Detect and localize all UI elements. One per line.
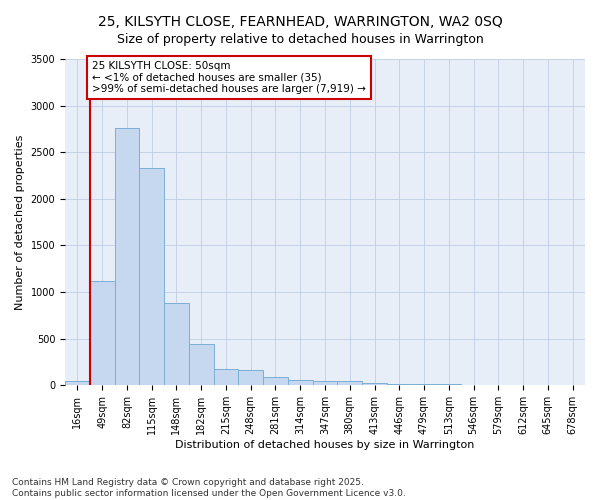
- Bar: [164, 304, 189, 386]
- Bar: [65, 380, 90, 386]
- Bar: [90, 281, 115, 386]
- Bar: [189, 344, 214, 386]
- Bar: [115, 128, 139, 386]
- Bar: [337, 381, 362, 386]
- Text: Contains HM Land Registry data © Crown copyright and database right 2025.
Contai: Contains HM Land Registry data © Crown c…: [12, 478, 406, 498]
- Text: 25, KILSYTH CLOSE, FEARNHEAD, WARRINGTON, WA2 0SQ: 25, KILSYTH CLOSE, FEARNHEAD, WARRINGTON…: [98, 15, 502, 29]
- Bar: [214, 369, 238, 386]
- Bar: [238, 370, 263, 386]
- Text: 25 KILSYTH CLOSE: 50sqm
← <1% of detached houses are smaller (35)
>99% of semi-d: 25 KILSYTH CLOSE: 50sqm ← <1% of detache…: [92, 61, 366, 94]
- Bar: [263, 377, 288, 386]
- Bar: [313, 381, 337, 386]
- Bar: [412, 384, 436, 386]
- Bar: [139, 168, 164, 386]
- Bar: [362, 382, 387, 386]
- X-axis label: Distribution of detached houses by size in Warrington: Distribution of detached houses by size …: [175, 440, 475, 450]
- Y-axis label: Number of detached properties: Number of detached properties: [15, 134, 25, 310]
- Bar: [288, 380, 313, 386]
- Bar: [387, 384, 412, 386]
- Text: Size of property relative to detached houses in Warrington: Size of property relative to detached ho…: [116, 32, 484, 46]
- Bar: [436, 384, 461, 386]
